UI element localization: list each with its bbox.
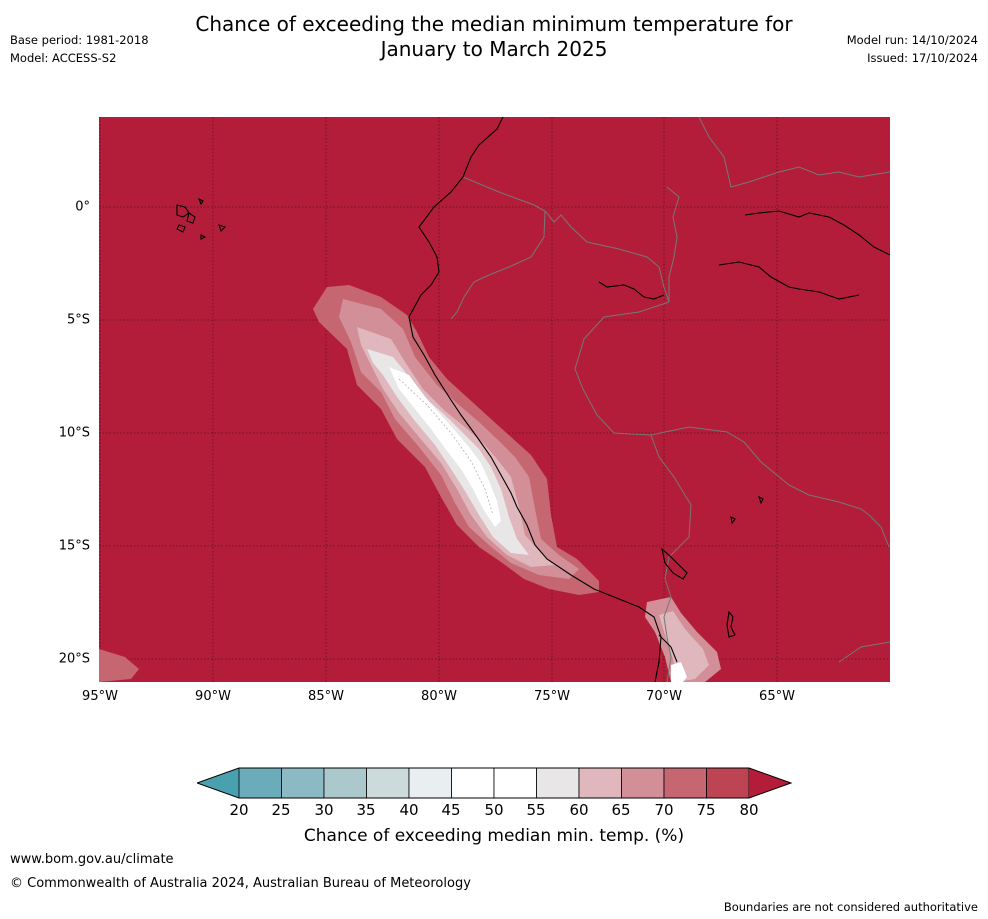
lat-label-10s: 10°S — [58, 425, 90, 441]
colorbar-tick-40: 40 — [399, 801, 419, 819]
colorbar-cell — [621, 767, 665, 799]
map-title: Chance of exceeding the median minimum t… — [0, 12, 988, 62]
colorbar-cell — [493, 767, 537, 799]
colorbar-outline — [197, 767, 793, 799]
title-line-1: Chance of exceeding the median minimum t… — [195, 12, 793, 36]
colorbar-tick-70: 70 — [654, 801, 674, 819]
model-name: Model: ACCESS-S2 — [10, 51, 117, 65]
graticule — [99, 117, 890, 682]
lon-label-95w: 95°W — [82, 689, 118, 704]
website-link[interactable]: www.bom.gov.au/climate — [10, 852, 174, 867]
colorbar-cells — [197, 767, 791, 799]
colorbar-tick-45: 45 — [441, 801, 461, 819]
model-run: Model run: 14/10/2024 — [846, 33, 978, 47]
meta-right: Model run: 14/10/2024 Issued: 17/10/2024 — [847, 31, 978, 67]
colorbar-tick-30: 30 — [314, 801, 334, 819]
lat-label-20s: 20°S — [58, 651, 90, 667]
country-borders — [450, 117, 890, 682]
colorbar-tick-55: 55 — [526, 801, 546, 819]
colorbar-tick-25: 25 — [271, 801, 291, 819]
coastal-probability-contours — [99, 285, 721, 682]
lon-label-85w: 85°W — [308, 689, 344, 704]
colorbar-extend-low — [197, 768, 239, 798]
colorbar-title: Chance of exceeding median min. temp. (%… — [303, 826, 685, 846]
issued-date: Issued: 17/10/2024 — [867, 51, 978, 65]
colorbar-tick-60: 60 — [569, 801, 589, 819]
map-canvas — [99, 117, 890, 682]
colorbar-tick-80: 80 — [739, 801, 759, 819]
colorbar-extend-high — [749, 768, 791, 798]
colorbar-cell — [536, 767, 580, 799]
lon-label-80w: 80°W — [421, 689, 457, 704]
disclaimer-text: Boundaries are not considered authoritat… — [723, 900, 978, 914]
colorbar-cell — [238, 767, 282, 799]
title-line-2: January to March 2025 — [380, 37, 608, 61]
colorbar-cell — [281, 767, 325, 799]
colorbar-tick-35: 35 — [356, 801, 376, 819]
colorbar-tick-20: 20 — [229, 801, 249, 819]
colorbar-cell — [323, 767, 367, 799]
lat-label-15s: 15°S — [58, 538, 90, 554]
forecast-map — [99, 117, 890, 682]
lon-label-70w: 70°W — [646, 689, 682, 704]
colorbar-cell — [663, 767, 707, 799]
meta-left: Base period: 1981-2018 Model: ACCESS-S2 — [10, 31, 149, 67]
lat-label-0: 0° — [75, 199, 90, 215]
colorbar-cell — [366, 767, 410, 799]
colorbar-tick-65: 65 — [611, 801, 631, 819]
colorbar-cell — [706, 767, 750, 799]
colorbar-tick-50: 50 — [484, 801, 504, 819]
colorbar-tick-75: 75 — [696, 801, 716, 819]
lon-label-65w: 65°W — [759, 689, 795, 704]
base-period: Base period: 1981-2018 — [10, 33, 149, 47]
colorbar-cell — [578, 767, 622, 799]
lat-label-5s: 5°S — [66, 312, 90, 328]
colorbar-cell — [408, 767, 452, 799]
copyright-text: © Commonwealth of Australia 2024, Austra… — [10, 876, 471, 891]
colorbar-cell — [451, 767, 495, 799]
coastline — [176, 117, 890, 682]
lon-label-75w: 75°W — [534, 689, 570, 704]
colorbar — [197, 767, 793, 799]
lon-label-90w: 90°W — [195, 689, 231, 704]
